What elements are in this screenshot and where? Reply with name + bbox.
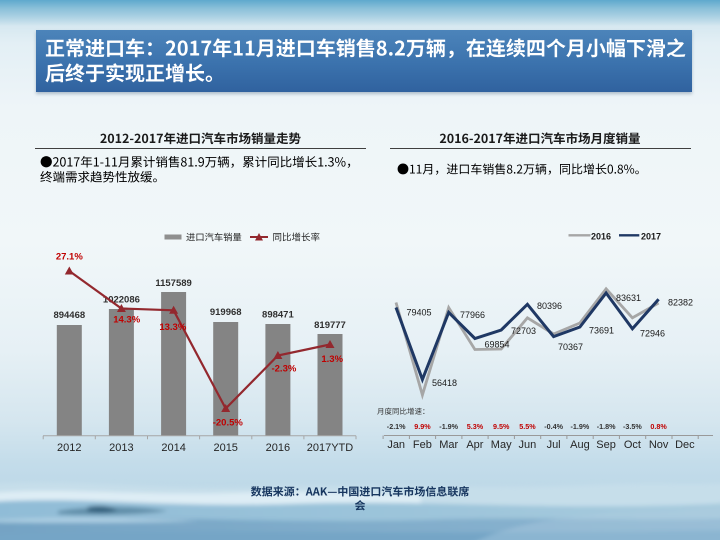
svg-text:Feb: Feb [413,439,432,451]
svg-text:72946: 72946 [640,329,665,339]
svg-text:56418: 56418 [432,378,457,388]
svg-text:Jan: Jan [387,439,405,451]
svg-text:13.3%: 13.3% [159,322,186,333]
svg-text:5.3%: 5.3% [467,422,484,431]
svg-text:82382: 82382 [668,298,693,308]
svg-text:9.9%: 9.9% [414,422,431,431]
svg-text:-20.5%: -20.5% [213,418,244,429]
svg-text:Sep: Sep [596,439,616,451]
svg-text:-3.5%: -3.5% [623,422,642,431]
svg-text:77966: 77966 [460,310,485,320]
svg-text:-2.3%: -2.3% [271,364,296,375]
svg-text:2015: 2015 [213,442,237,454]
svg-text:2014: 2014 [161,442,185,454]
svg-text:-2.1%: -2.1% [387,422,406,431]
svg-text:Oct: Oct [624,439,641,451]
svg-text:2013: 2013 [109,442,133,454]
svg-text:2017YTD: 2017YTD [307,442,354,454]
svg-text:Nov: Nov [649,439,669,451]
svg-text:0.8%: 0.8% [650,422,667,431]
svg-text:898471: 898471 [262,310,294,321]
svg-text:14.3%: 14.3% [113,315,140,326]
svg-text:83631: 83631 [616,293,641,303]
svg-text:1157589: 1157589 [155,278,191,289]
svg-text:69854: 69854 [485,340,510,350]
svg-text:919968: 919968 [210,307,242,318]
svg-text:2017: 2017 [641,231,661,241]
svg-text:9.5%: 9.5% [493,422,510,431]
svg-text:2012: 2012 [57,442,81,454]
svg-text:Jul: Jul [547,439,561,451]
svg-text:70367: 70367 [558,342,583,352]
svg-text:Aug: Aug [570,439,590,451]
svg-text:72703: 72703 [511,326,536,336]
svg-text:5.5%: 5.5% [519,422,536,431]
svg-text:-1.8%: -1.8% [597,422,616,431]
svg-text:Apr: Apr [466,439,483,451]
svg-text:Jun: Jun [519,439,537,451]
svg-text:819777: 819777 [314,320,346,331]
svg-text:1.3%: 1.3% [321,354,343,365]
svg-text:73691: 73691 [589,326,614,336]
svg-text:2016: 2016 [591,231,611,241]
svg-text:-1.9%: -1.9% [439,422,458,431]
svg-text:Dec: Dec [675,439,695,451]
svg-text:-1.9%: -1.9% [571,422,590,431]
svg-text:May: May [491,439,512,451]
svg-text:1022086: 1022086 [103,295,140,306]
svg-text:27.1%: 27.1% [56,252,83,263]
svg-text:-0.4%: -0.4% [544,422,563,431]
svg-text:80396: 80396 [537,301,562,311]
svg-text:2016: 2016 [266,442,290,454]
svg-text:Mar: Mar [439,439,458,451]
svg-text:894468: 894468 [53,310,85,321]
svg-text:79405: 79405 [407,308,432,318]
